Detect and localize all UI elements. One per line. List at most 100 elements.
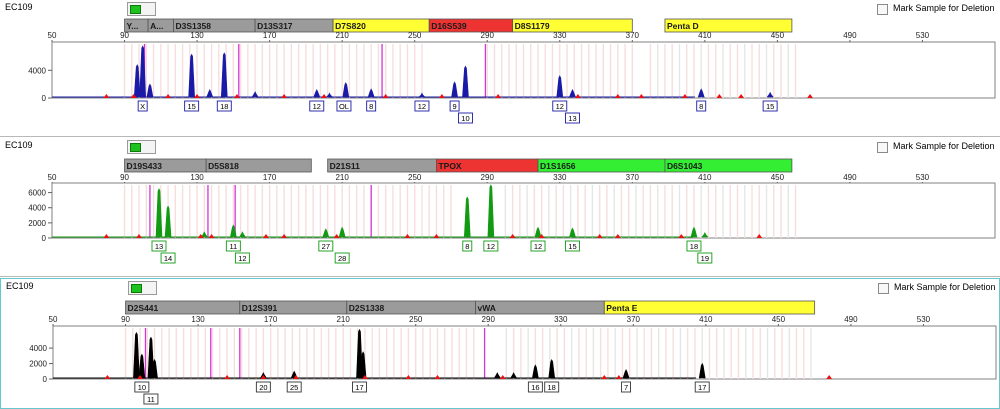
off-ladder-marker <box>405 375 412 379</box>
y-tick-label: 4000 <box>28 204 46 213</box>
allele-call: 28 <box>334 252 350 264</box>
x-tick-label: 50 <box>48 31 57 40</box>
allele-call-box <box>352 381 367 393</box>
off-ladder-marker <box>826 375 833 379</box>
locus-label: TPOX <box>438 161 461 171</box>
allele-call-box <box>414 100 430 112</box>
x-tick-label: 210 <box>336 315 350 324</box>
allele-call: 12 <box>234 252 250 264</box>
locus-bar: D8S1179 <box>512 18 633 33</box>
off-ladder-marker <box>137 375 144 379</box>
locus-bar: D19S433 <box>124 158 207 173</box>
x-tick-label: 50 <box>49 315 58 324</box>
x-tick-label: 290 <box>482 315 496 324</box>
x-tick-label: 130 <box>191 315 205 324</box>
off-ladder-marker <box>321 94 328 98</box>
x-tick-label: 370 <box>627 315 641 324</box>
off-ladder-marker <box>404 234 411 238</box>
locus-label: D21S11 <box>330 161 361 171</box>
allele-call-box <box>565 112 580 124</box>
allele-call: 12 <box>530 240 546 252</box>
allele-call-label: 15 <box>187 102 195 111</box>
x-tick-label: 170 <box>263 173 277 182</box>
allele-call: 10 <box>134 381 150 393</box>
allele-call-box <box>318 240 334 252</box>
locus-label: D5S818 <box>208 161 239 171</box>
off-ladder-marker <box>495 94 502 98</box>
peak <box>133 64 141 98</box>
sample-name: EC109 <box>6 281 34 291</box>
off-ladder-marker <box>281 94 288 98</box>
allele-call-label: 18 <box>690 242 698 251</box>
peak <box>367 88 375 98</box>
peak <box>206 89 214 98</box>
allele-call-box <box>530 240 546 252</box>
x-tick-label: 210 <box>335 31 349 40</box>
off-ladder-marker <box>681 94 688 98</box>
allele-call-box <box>184 100 200 112</box>
electropherogram-panel-black: EC109 Mark Sample for Deletion D2S441 D12… <box>0 278 1000 409</box>
electropherogram-panel-green: EC109 Mark Sample for Deletion D19S433 D5… <box>0 138 1000 277</box>
allele-call: 18 <box>544 381 560 393</box>
peak <box>229 224 237 238</box>
peak <box>690 226 698 238</box>
off-ladder-marker <box>293 375 300 379</box>
allele-call-box <box>286 381 302 393</box>
locus-label: D2S441 <box>128 303 159 313</box>
mark-deletion-checkbox[interactable] <box>877 142 888 153</box>
allele-call: X <box>137 100 148 112</box>
electropherogram-chart: Y... A... D3S1358 D13S317 D7S820 D16S539 D8S11… <box>28 18 996 124</box>
allele-call: 17 <box>352 381 367 393</box>
off-ladder-marker <box>678 234 685 238</box>
electropherogram-chart: D19S433 D5S818 D21S11 TPOX D1S1656 D6S1043 50 9… <box>28 158 996 264</box>
sample-status-flag[interactable] <box>127 2 156 16</box>
allele-call-box <box>527 381 543 393</box>
allele-call-box <box>151 240 167 252</box>
x-tick-label: 250 <box>408 173 422 182</box>
sample-status-flag[interactable] <box>128 281 157 295</box>
allele-call-box <box>686 240 702 252</box>
allele-call-label: 7 <box>624 383 628 392</box>
allele-call: 8 <box>696 100 707 112</box>
allele-call-label: 25 <box>290 383 298 392</box>
peak <box>462 65 469 98</box>
peak <box>463 196 471 238</box>
locus-label: vWA <box>478 303 496 313</box>
allele-call: 9 <box>449 100 460 112</box>
peak <box>251 91 259 98</box>
x-tick-label: 410 <box>698 173 712 182</box>
off-ladder-marker <box>103 234 110 238</box>
x-tick-label: 450 <box>772 315 786 324</box>
peak <box>556 75 564 98</box>
locus-bar: D3S1358 <box>173 18 256 33</box>
peak <box>701 232 709 238</box>
x-tick-label: 370 <box>626 173 640 182</box>
allele-call: 10 <box>458 112 473 124</box>
locus-bar: D2S1338 <box>346 300 476 315</box>
allele-call: 20 <box>255 381 271 393</box>
allele-call-box <box>552 100 568 112</box>
mark-deletion-checkbox[interactable] <box>878 283 889 294</box>
mark-deletion-label: Mark Sample for Deletion <box>894 282 996 292</box>
x-tick-label: 490 <box>843 31 857 40</box>
x-tick-label: 450 <box>771 173 785 182</box>
off-ladder-marker <box>104 375 111 379</box>
allele-call-label: 11 <box>147 395 155 404</box>
allele-call-box <box>143 393 159 405</box>
peak <box>418 92 426 98</box>
sample-status-flag[interactable] <box>127 140 156 154</box>
off-ladder-marker <box>499 375 506 379</box>
allele-call: 15 <box>184 100 200 112</box>
off-ladder-marker <box>738 94 745 98</box>
peak <box>532 364 539 379</box>
y-tick-label: 2000 <box>28 219 46 228</box>
x-tick-label: 410 <box>699 315 713 324</box>
off-ladder-marker <box>224 375 231 379</box>
locus-bar: D6S1043 <box>664 158 793 173</box>
allele-call-box <box>697 252 713 264</box>
locus-bar: D12S391 <box>239 300 348 315</box>
off-ladder-marker <box>601 375 608 379</box>
off-ladder-marker <box>716 94 723 98</box>
mark-deletion-checkbox[interactable] <box>877 4 888 15</box>
peak <box>155 188 163 238</box>
